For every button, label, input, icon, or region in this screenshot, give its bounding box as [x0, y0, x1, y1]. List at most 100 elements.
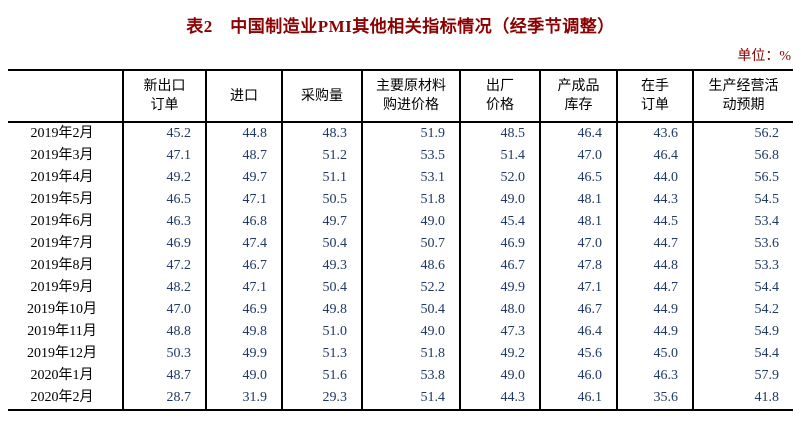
row-label: 2019年10月: [27, 302, 97, 317]
row-label: 2020年1月: [30, 368, 94, 383]
data-cell: 56.2: [692, 122, 793, 145]
data-cell: 51.1: [281, 167, 362, 189]
row-label: 2019年5月: [30, 192, 94, 207]
row-label: 2019年4月: [30, 170, 94, 185]
data-cell: 49.8: [281, 299, 362, 321]
data-cell: 54.4: [692, 343, 793, 365]
data-cell: 47.1: [205, 189, 282, 211]
row-label: 2019年2月: [30, 126, 94, 141]
data-cell: 51.9: [361, 122, 460, 145]
table-header: 新出口 订单 进口 采购量 主要原材料 购进价格 出厂 价格 产成品 库存 在手 订单 生产经…: [8, 70, 793, 123]
table-row: 2020年1月 48.7 49.0 51.6 53.8 49.0 46.0 46.3 57.9: [8, 365, 793, 387]
data-cell: 51.8: [361, 189, 460, 211]
table-row: 2019年4月 49.2 49.7 51.1 53.1 52.0 46.5 44.0 56.5: [8, 167, 793, 189]
column-header: 新出口 订单: [122, 70, 206, 123]
data-cell: 48.1: [539, 189, 617, 211]
data-cell: 47.0: [539, 145, 617, 167]
data-cell: 51.6: [281, 365, 362, 387]
data-cell: 48.6: [361, 255, 460, 277]
data-cell: 46.4: [539, 321, 617, 343]
data-cell: 48.5: [459, 122, 540, 145]
data-cell: 46.1: [539, 387, 617, 410]
table-row: 2019年11月 48.8 49.8 51.0 49.0 47.3 46.4 44.9 54.9: [8, 321, 793, 343]
table-row: 2019年6月 46.3 46.8 49.7 49.0 45.4 48.1 44.5 53.4: [8, 211, 793, 233]
data-cell: 50.3: [122, 343, 206, 365]
data-cell: 31.9: [205, 387, 282, 410]
data-cell: 50.5: [281, 189, 362, 211]
data-cell: 44.3: [616, 189, 693, 211]
data-cell: 51.3: [281, 343, 362, 365]
data-cell: 48.0: [459, 299, 540, 321]
header-row: 新出口 订单 进口 采购量 主要原材料 购进价格 出厂 价格 产成品 库存 在手 订单 生产经…: [8, 70, 793, 123]
data-cell: 47.2: [122, 255, 206, 277]
data-cell: 53.1: [361, 167, 460, 189]
data-cell: 44.7: [616, 233, 693, 255]
data-cell: 41.8: [692, 387, 793, 410]
data-cell: 51.4: [361, 387, 460, 410]
row-label: 2019年6月: [30, 214, 94, 229]
table-row: 2019年8月 47.2 46.7 49.3 48.6 46.7 47.8 44.8 53.3: [8, 255, 793, 277]
data-cell: 54.4: [692, 277, 793, 299]
data-cell: 47.3: [459, 321, 540, 343]
data-cell: 45.4: [459, 211, 540, 233]
data-cell: 45.6: [539, 343, 617, 365]
data-cell: 46.7: [539, 299, 617, 321]
data-cell: 47.1: [205, 277, 282, 299]
data-cell: 35.6: [616, 387, 693, 410]
column-header: 产成品 库存: [539, 70, 617, 123]
row-label: 2020年2月: [30, 390, 94, 405]
data-cell: 48.2: [122, 277, 206, 299]
data-cell: 44.8: [205, 122, 282, 145]
data-cell: 48.7: [205, 145, 282, 167]
data-cell: 45.2: [122, 122, 206, 145]
data-cell: 53.8: [361, 365, 460, 387]
column-header: 采购量: [281, 70, 362, 123]
data-cell: 49.0: [361, 321, 460, 343]
data-cell: 46.0: [539, 365, 617, 387]
data-cell: 53.4: [692, 211, 793, 233]
table-body: 2019年2月 45.2 44.8 48.3 51.9 48.5 46.4 43.6 56.2 2…: [8, 122, 793, 410]
data-cell: 29.3: [281, 387, 362, 410]
data-cell: 54.2: [692, 299, 793, 321]
data-cell: 46.9: [205, 299, 282, 321]
data-cell: 52.0: [459, 167, 540, 189]
data-cell: 47.1: [122, 145, 206, 167]
table-title: 表2 中国制造业PMI其他相关指标情况（经季节调整）: [186, 17, 615, 36]
data-cell: 50.7: [361, 233, 460, 255]
data-cell: 46.9: [459, 233, 540, 255]
data-cell: 47.1: [539, 277, 617, 299]
row-label: 2019年8月: [30, 258, 94, 273]
table-row: 2019年10月 47.0 46.9 49.8 50.4 48.0 46.7 44.9 54.2: [8, 299, 793, 321]
data-cell: 49.3: [281, 255, 362, 277]
data-cell: 28.7: [122, 387, 206, 410]
data-cell: 43.6: [616, 122, 693, 145]
column-header: 进口: [205, 70, 282, 123]
data-cell: 47.0: [539, 233, 617, 255]
data-cell: 53.3: [692, 255, 793, 277]
data-cell: 44.7: [616, 277, 693, 299]
data-cell: 57.9: [692, 365, 793, 387]
data-cell: 50.4: [281, 233, 362, 255]
data-cell: 48.3: [281, 122, 362, 145]
data-cell: 49.0: [361, 211, 460, 233]
column-header: 在手 订单: [616, 70, 693, 123]
data-cell: 46.5: [122, 189, 206, 211]
row-label-column-header: [8, 70, 123, 123]
data-cell: 46.4: [539, 122, 617, 145]
data-cell: 47.0: [122, 299, 206, 321]
data-cell: 44.3: [459, 387, 540, 410]
data-cell: 46.4: [616, 145, 693, 167]
table-row: 2020年2月 28.7 31.9 29.3 51.4 44.3 46.1 35.6 41.8: [8, 387, 793, 410]
data-cell: 44.0: [616, 167, 693, 189]
unit-label: 单位：%: [737, 49, 791, 64]
data-cell: 44.9: [616, 321, 693, 343]
data-cell: 49.9: [205, 343, 282, 365]
table-row: 2019年12月 50.3 49.9 51.3 51.8 49.2 45.6 45.0 54.4: [8, 343, 793, 365]
data-cell: 48.8: [122, 321, 206, 343]
data-cell: 46.3: [122, 211, 206, 233]
data-cell: 52.2: [361, 277, 460, 299]
table-row: 2019年5月 46.5 47.1 50.5 51.8 49.0 48.1 44.3 54.5: [8, 189, 793, 211]
data-cell: 48.1: [539, 211, 617, 233]
data-cell: 49.9: [459, 277, 540, 299]
data-cell: 51.2: [281, 145, 362, 167]
